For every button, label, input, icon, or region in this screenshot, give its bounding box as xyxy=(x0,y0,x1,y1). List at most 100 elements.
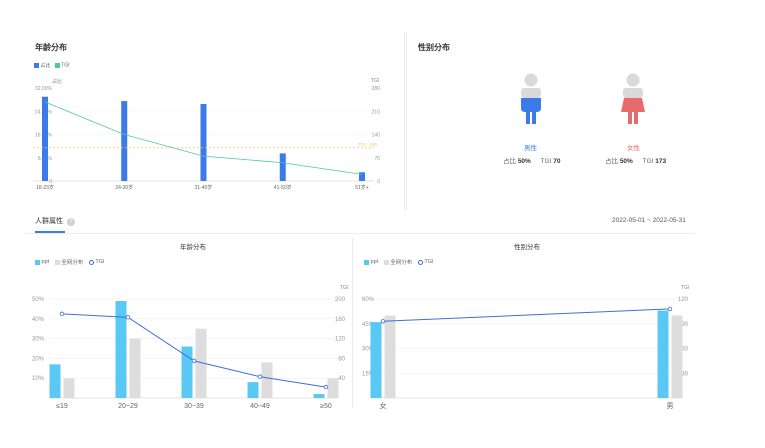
bar-secondary xyxy=(261,362,273,398)
x-category-label: 30~39 xyxy=(184,403,204,410)
male-share-label: 占比 xyxy=(503,158,516,165)
section-divider xyxy=(25,233,695,234)
bar-primary xyxy=(42,96,48,181)
y-right-tick-label: 140 xyxy=(372,133,381,139)
bar-primary xyxy=(313,394,325,398)
tgi-point xyxy=(125,315,131,320)
tgi-reference-label: TGI : 100 xyxy=(358,142,377,147)
male-tgi-label: TGI xyxy=(540,158,552,165)
legend-label-all[interactable]: 全网分布 xyxy=(61,260,84,266)
tgi-line xyxy=(44,101,363,175)
legend-swatch-share[interactable] xyxy=(34,63,39,68)
x-category-label: ≤19 xyxy=(56,403,68,410)
y-right-tick-label: 40 xyxy=(338,376,345,382)
legend-label-tgi[interactable]: TGI xyxy=(424,259,434,265)
y-right-tick-label: 30 xyxy=(681,371,688,377)
ppt-age-right-axis-title: TGI xyxy=(340,285,349,291)
legend-swatch-tgi[interactable] xyxy=(417,259,423,265)
ppt-age-chart: 10% 40 20% 80 30% 120 40% 160 50% 200 ≤19 20~29 30~3… xyxy=(32,297,346,410)
legend-swatch-tgi[interactable] xyxy=(88,259,94,265)
bar-primary xyxy=(359,172,365,181)
y-left-tick-label: 45% xyxy=(362,322,375,328)
bar-primary xyxy=(247,382,259,398)
male-stats: 占比 50% TGI 70 xyxy=(503,155,561,165)
bar-primary xyxy=(115,300,127,398)
legend-label-tgi[interactable]: TGI xyxy=(95,259,105,265)
female-tgi-value: 173 xyxy=(655,158,667,165)
female-label: 女性 xyxy=(627,145,640,152)
y-left-tick-label: 15% xyxy=(362,371,375,377)
y-right-tick-label: 160 xyxy=(335,317,346,323)
female-figure-icon xyxy=(621,73,645,124)
male-share-value: 50% xyxy=(517,158,531,165)
x-category-label: 40~49 xyxy=(250,403,270,410)
tab-crowd-attributes-label: 人群属性 xyxy=(35,218,63,225)
tgi-line xyxy=(382,308,671,322)
y-right-tick-label: 200 xyxy=(335,297,346,303)
bar-secondary xyxy=(327,378,339,398)
female-share-value: 50% xyxy=(619,158,633,165)
y-left-tick-label: 60% xyxy=(362,297,375,303)
ppt-age-legend: ppt 全网分布 TGI xyxy=(35,258,105,266)
y-left-tick-label: 0 xyxy=(49,179,52,185)
date-range[interactable]: 2022-05-01 ~ 2022-05-31 xyxy=(612,217,686,224)
tgi-point xyxy=(667,306,673,312)
legend-label-ppt[interactable]: ppt xyxy=(370,259,379,265)
bar-secondary xyxy=(671,315,683,398)
male-tgi-value: 70 xyxy=(553,158,561,165)
y-right-tick-label: 280 xyxy=(372,86,381,92)
left-axis-title: 占比 xyxy=(52,79,63,85)
legend-swatch-ppt[interactable] xyxy=(364,259,369,265)
y-right-tick-label: 70 xyxy=(374,156,380,162)
x-category-label: 51岁+ xyxy=(355,184,369,191)
legend-swatch-all[interactable] xyxy=(383,259,389,265)
tab-crowd-attributes[interactable]: 人群属性 ? xyxy=(35,216,75,230)
legend-swatch-ppt[interactable] xyxy=(35,259,40,265)
bar-primary xyxy=(657,310,669,398)
legend-label-tgi[interactable]: TGI xyxy=(61,62,70,69)
y-left-tick-label: 40% xyxy=(32,317,45,323)
female-stats: 占比 50% TGI 173 xyxy=(605,155,666,165)
gender-panel-title: 性别分布 xyxy=(418,43,450,52)
age-legend: 占比 TGI xyxy=(34,62,70,70)
tgi-point xyxy=(59,311,65,317)
legend-swatch-tgi[interactable] xyxy=(54,63,60,68)
y-right-tick-label: 90 xyxy=(681,322,688,328)
x-category-label: 18-23岁 xyxy=(36,184,54,191)
bottom-panels-divider xyxy=(352,238,353,408)
y-right-tick-label: 210 xyxy=(372,109,381,115)
bar-primary xyxy=(49,364,61,398)
y-left-tick-label: 32.00% xyxy=(35,86,53,92)
y-right-tick-label: 60 xyxy=(681,347,688,353)
x-category-label: 41-50岁 xyxy=(274,184,292,191)
tgi-point xyxy=(323,384,329,390)
top-panels-divider xyxy=(404,32,405,210)
legend-swatch-all[interactable] xyxy=(54,259,60,265)
tgi-point xyxy=(380,319,386,324)
ppt-gender-right-axis-title: TGI xyxy=(681,285,690,291)
x-category-label: 女 xyxy=(380,401,387,410)
ppt-age-title: 年龄分布 xyxy=(180,244,206,251)
x-category-label: 24-30岁 xyxy=(115,184,133,191)
y-right-tick-label: 120 xyxy=(678,297,689,303)
ppt-gender-title: 性别分布 xyxy=(514,244,540,251)
y-left-tick-label: 20% xyxy=(32,356,45,362)
bar-primary xyxy=(279,153,286,181)
legend-label-ppt[interactable]: ppt xyxy=(41,259,50,265)
tab-active-underline xyxy=(35,231,65,233)
tgi-point xyxy=(257,374,263,379)
age-share-chart: 008.00%7016.00%14024.00%21032.00%28018-2… xyxy=(33,86,381,191)
x-category-label: 31-40岁 xyxy=(195,184,213,191)
y-right-tick-label: 80 xyxy=(338,356,345,362)
male-figure-icon xyxy=(521,73,541,124)
top-panels-divider-2 xyxy=(406,32,407,210)
male-label: 男性 xyxy=(524,145,537,152)
legend-label-all[interactable]: 全网分布 xyxy=(390,260,413,266)
right-axis-title: TGI xyxy=(371,78,380,84)
female-tgi-label: TGI xyxy=(642,158,654,165)
question-circle-icon[interactable]: ? xyxy=(66,218,75,226)
legend-label-share[interactable]: 占比 xyxy=(40,63,51,69)
y-left-tick-label: 30% xyxy=(362,347,375,353)
x-category-label: ≥50 xyxy=(320,403,332,410)
